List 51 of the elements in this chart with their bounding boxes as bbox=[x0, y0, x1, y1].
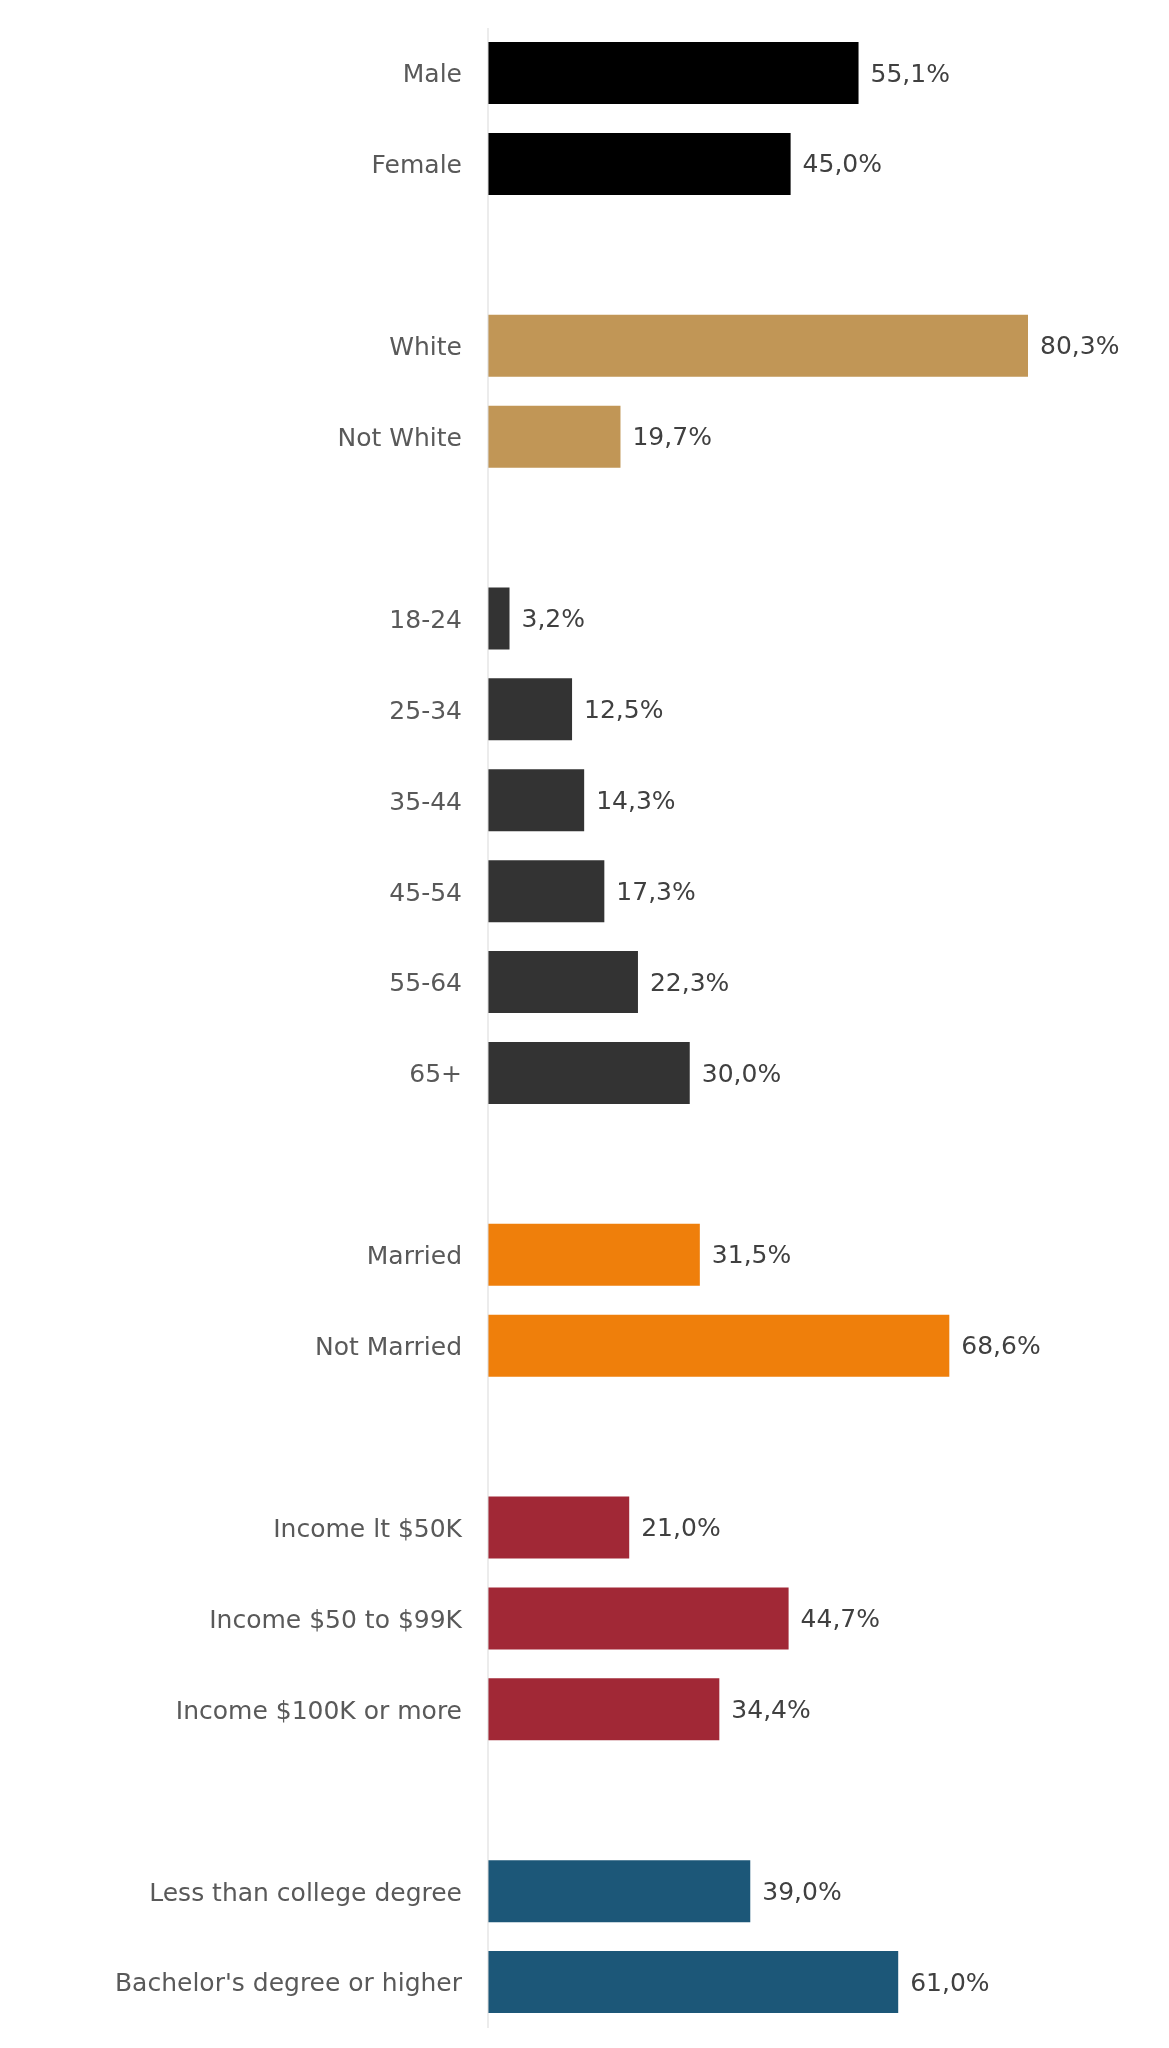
y-tick-label: Income $100K or more bbox=[175, 1695, 462, 1725]
bar bbox=[488, 42, 859, 104]
data-label: 19,7% bbox=[632, 422, 712, 452]
data-label: 34,4% bbox=[731, 1694, 811, 1724]
bar bbox=[488, 951, 638, 1014]
data-label: 3,2% bbox=[521, 603, 586, 633]
y-tick-label: Not White bbox=[337, 422, 462, 452]
data-label: 55,1% bbox=[870, 58, 950, 88]
data-label: 31,5% bbox=[711, 1240, 792, 1270]
bar bbox=[488, 860, 605, 923]
y-tick-label: 25-34 bbox=[389, 695, 462, 725]
y-tick-label: 45-54 bbox=[389, 877, 462, 907]
data-label: 12,5% bbox=[584, 694, 664, 724]
y-tick-label: Male bbox=[402, 59, 462, 89]
data-label: 22,3% bbox=[649, 967, 730, 997]
bar bbox=[488, 1951, 899, 2014]
bar bbox=[488, 1223, 700, 1286]
data-label: 21,0% bbox=[641, 1513, 721, 1543]
y-tick-label: 35-44 bbox=[389, 786, 462, 816]
data-label: 45,0% bbox=[802, 149, 883, 179]
y-tick-label: 55-64 bbox=[389, 968, 462, 998]
data-label: 39,0% bbox=[762, 1876, 842, 1906]
y-tick-label: Not Married bbox=[315, 1332, 462, 1362]
bar bbox=[488, 1860, 751, 1923]
data-label: 80,3% bbox=[1040, 331, 1120, 361]
data-label: 61,0% bbox=[910, 1967, 990, 1997]
bar bbox=[488, 132, 791, 195]
bar bbox=[488, 314, 1028, 377]
y-tick-label: 65+ bbox=[409, 1059, 462, 1089]
bar bbox=[488, 769, 585, 832]
y-tick-label: Married bbox=[366, 1241, 462, 1271]
data-label: 44,7% bbox=[800, 1603, 881, 1633]
y-tick-label: White bbox=[389, 332, 462, 362]
data-label: 17,3% bbox=[616, 876, 696, 906]
bar bbox=[488, 1314, 950, 1377]
bar bbox=[488, 1496, 630, 1559]
y-tick-label: Income lt $50K bbox=[273, 1513, 463, 1543]
bar bbox=[488, 1042, 690, 1104]
data-label: 30,0% bbox=[701, 1058, 782, 1088]
y-tick-label: Female bbox=[371, 150, 462, 180]
y-tick-label: Income $50 to $99K bbox=[209, 1604, 463, 1634]
data-label: 68,6% bbox=[961, 1331, 1041, 1361]
data-label: 14,3% bbox=[596, 785, 676, 815]
y-tick-label: Less than college degree bbox=[149, 1877, 462, 1907]
y-tick-label: Bachelor's degree or higher bbox=[114, 1968, 463, 1998]
y-tick-label: 18-24 bbox=[389, 604, 462, 634]
bar bbox=[488, 587, 510, 650]
bar bbox=[488, 1587, 789, 1650]
bar bbox=[488, 678, 573, 741]
bar bbox=[488, 1678, 720, 1741]
bar bbox=[488, 405, 621, 468]
